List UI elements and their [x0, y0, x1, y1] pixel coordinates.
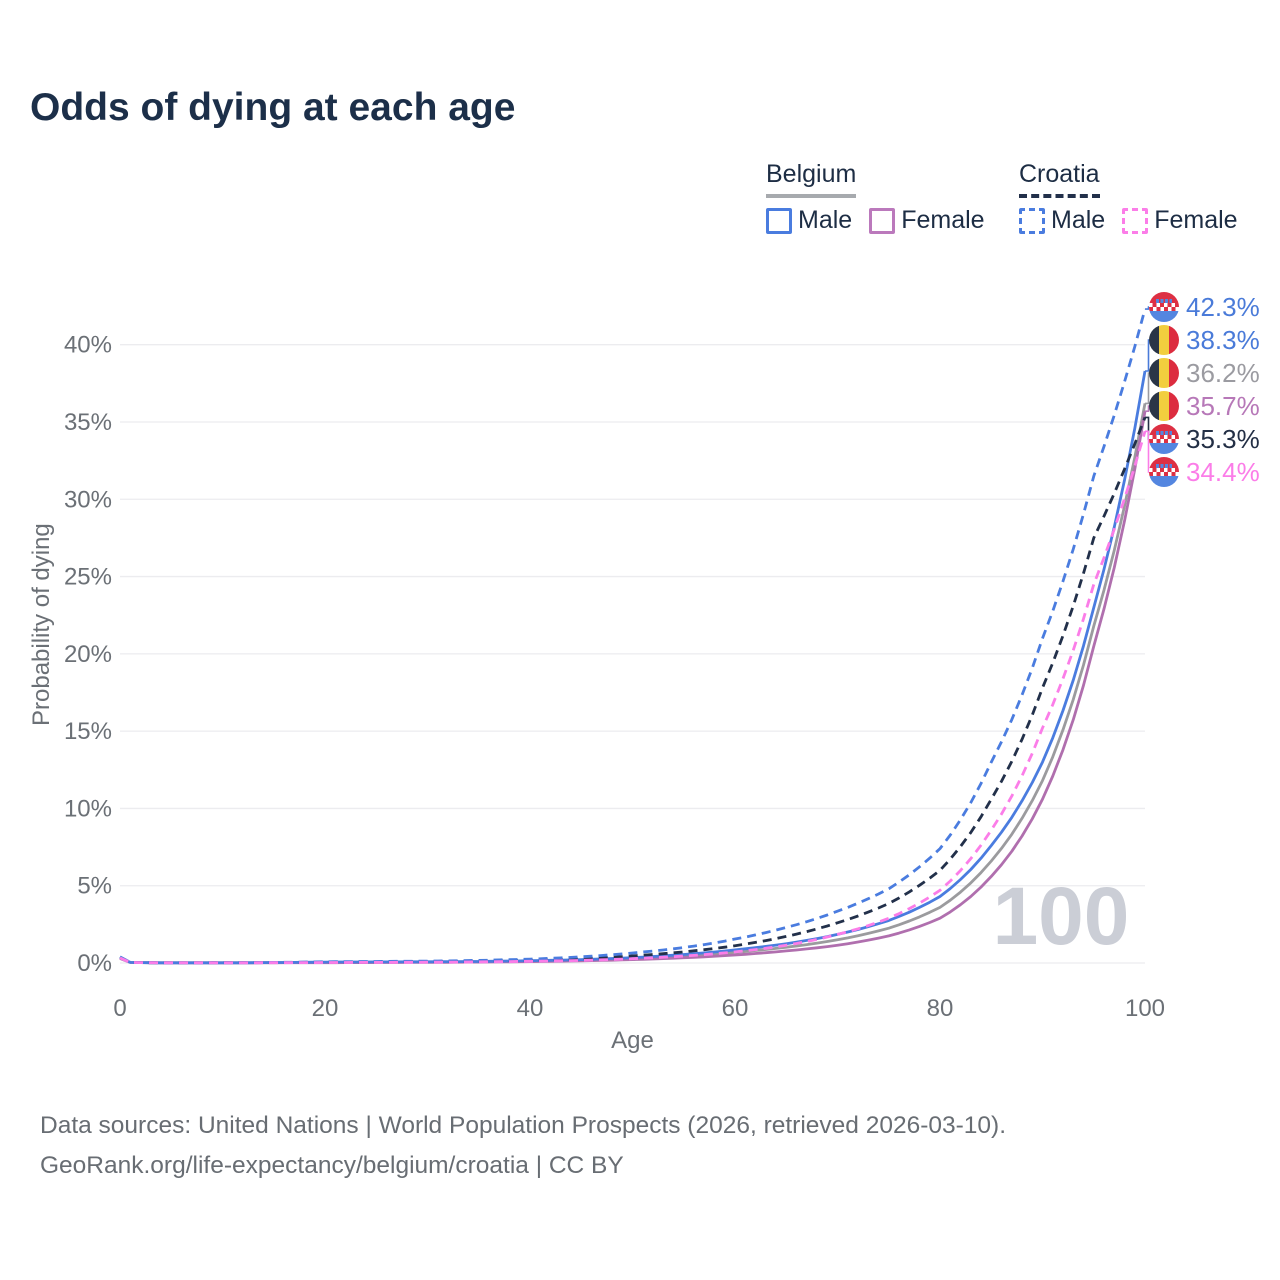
end-label-value: 38.3%	[1186, 325, 1260, 355]
end-label-croatia-male: 42.3%	[1149, 291, 1260, 323]
legend-group-belgium: Belgium Male Female	[766, 160, 1002, 235]
end-label-croatia-female: 34.4%	[1149, 456, 1260, 488]
belgium-flag-icon	[1149, 325, 1179, 355]
y-tick-label: 10%	[64, 795, 112, 822]
y-tick-label: 40%	[64, 332, 112, 359]
x-tick-label: 20	[312, 995, 339, 1022]
y-tick-label: 25%	[64, 564, 112, 591]
legend-item-croatia-female: Female	[1122, 206, 1238, 235]
y-tick-label: 20%	[64, 641, 112, 668]
x-tick-label: 60	[722, 995, 749, 1022]
footer: Data sources: United Nations | World Pop…	[40, 1106, 1240, 1186]
footer-line-2: GeoRank.org/life-expectancy/belgium/croa…	[40, 1152, 624, 1179]
series-line-croatia-female	[119, 430, 1147, 965]
legend-row-belgium: Male Female	[766, 206, 1002, 235]
belgium-flag-icon	[1149, 358, 1179, 388]
end-label-value: 34.4%	[1186, 457, 1260, 487]
x-tick-label: 100	[1125, 995, 1165, 1022]
y-tick-label: 0%	[77, 950, 112, 977]
legend-country-belgium: Belgium	[766, 160, 857, 198]
footer-line-1: Data sources: United Nations | World Pop…	[40, 1112, 1007, 1139]
x-tick-label: 0	[113, 995, 126, 1022]
belgium-flag-icon	[1149, 391, 1179, 421]
croatia-flag-icon	[1149, 292, 1179, 322]
y-tick-label: 15%	[64, 718, 112, 745]
legend-label-croatia-female: Female	[1154, 206, 1238, 234]
legend-item-belgium-female: Female	[869, 206, 985, 235]
series-line-croatia-male	[119, 308, 1147, 965]
end-label-belgium-female: 35.7%	[1149, 390, 1260, 422]
x-tick-label: 80	[927, 995, 954, 1022]
end-label-value: 36.2%	[1186, 358, 1260, 388]
y-tick-label: 30%	[64, 486, 112, 513]
croatia-flag-icon	[1149, 457, 1179, 487]
legend-row-croatia: Male Female	[1019, 206, 1255, 235]
legend-country-croatia: Croatia	[1019, 160, 1100, 198]
legend-item-croatia-male: Male	[1019, 206, 1105, 235]
croatia-male-swatch-icon	[1019, 207, 1045, 234]
x-tick-label: 40	[517, 995, 544, 1022]
x-axis-title: Age	[611, 1027, 654, 1054]
end-label-belgium-male: 38.3%	[1149, 324, 1260, 356]
legend-group-croatia: Croatia Male Female	[1019, 160, 1255, 235]
series-line-belgium-both-sexes	[119, 403, 1147, 965]
age-watermark: 100	[993, 871, 1130, 962]
y-tick-label: 35%	[64, 409, 112, 436]
legend-label-belgium-female: Female	[901, 206, 985, 234]
legend-label-croatia-male: Male	[1051, 206, 1106, 234]
belgium-female-swatch-icon	[869, 207, 896, 234]
belgium-male-swatch-icon	[766, 207, 792, 234]
y-tick-label: 5%	[77, 873, 112, 900]
series-line-belgium-female	[119, 410, 1147, 965]
end-label-value: 35.3%	[1186, 424, 1260, 454]
legend-label-belgium-male: Male	[798, 206, 853, 234]
end-label-value: 42.3%	[1186, 292, 1260, 322]
croatia-female-swatch-icon	[1122, 207, 1149, 234]
series-line-belgium-male	[119, 370, 1147, 965]
end-label-croatia-both-sexes: 35.3%	[1149, 423, 1260, 455]
page-title: Odds of dying at each age	[30, 86, 516, 129]
end-label-value: 35.7%	[1186, 391, 1260, 421]
croatia-flag-icon	[1149, 424, 1179, 454]
legend-item-belgium-male: Male	[766, 206, 852, 235]
end-label-belgium-both-sexes: 36.2%	[1149, 357, 1260, 389]
